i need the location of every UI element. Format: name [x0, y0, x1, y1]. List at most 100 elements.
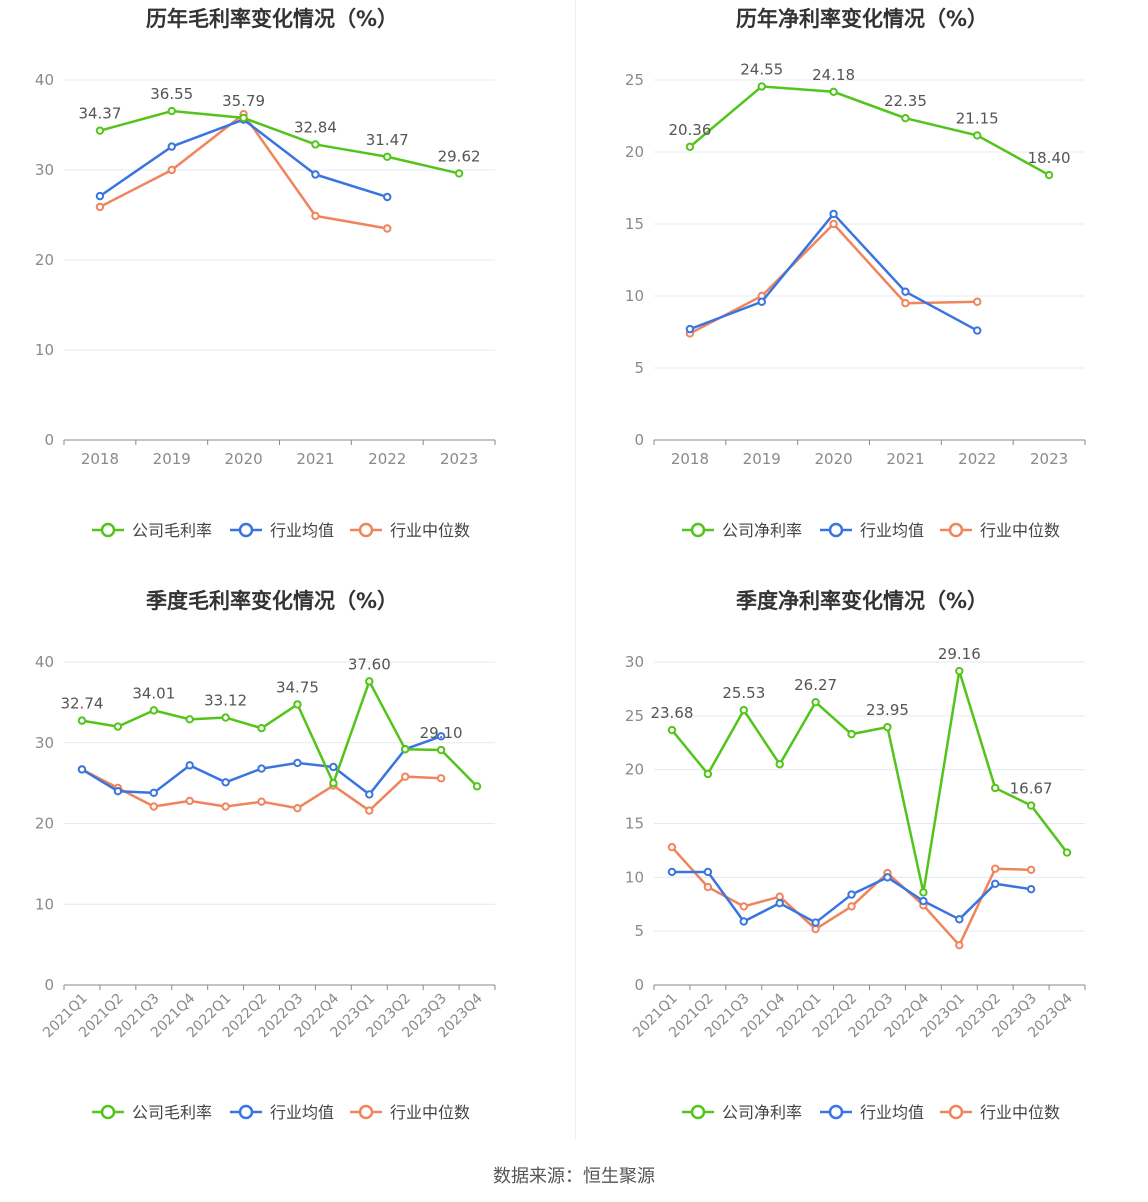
- data-point-company[interactable]: [293, 700, 302, 709]
- data-point-company[interactable]: [919, 888, 928, 897]
- data-point-avg[interactable]: [919, 896, 928, 906]
- data-point-avg[interactable]: [973, 326, 982, 335]
- data-point-median[interactable]: [221, 802, 230, 811]
- legend-item-company[interactable]: 公司净利率: [682, 1103, 802, 1122]
- data-point-company[interactable]: [739, 705, 748, 715]
- data-point-avg[interactable]: [113, 787, 123, 796]
- data-point-avg[interactable]: [257, 764, 266, 773]
- data-point-avg[interactable]: [829, 209, 838, 219]
- data-point-company[interactable]: [113, 722, 123, 731]
- data-point-company[interactable]: [401, 745, 410, 754]
- data-point-median[interactable]: [95, 202, 105, 212]
- data-point-avg[interactable]: [685, 324, 695, 334]
- data-point-median[interactable]: [365, 806, 374, 815]
- data-point-avg[interactable]: [329, 762, 338, 772]
- data-point-median[interactable]: [829, 219, 838, 229]
- data-point-company[interactable]: [436, 745, 446, 755]
- data-point-avg[interactable]: [991, 879, 1000, 888]
- data-point-avg[interactable]: [77, 765, 87, 774]
- data-point-avg[interactable]: [901, 287, 910, 296]
- data-point-company[interactable]: [167, 106, 176, 116]
- data-point-company[interactable]: [1044, 170, 1054, 180]
- data-point-avg[interactable]: [311, 170, 320, 179]
- legend-item-median[interactable]: 行业中位数: [350, 521, 470, 540]
- data-point-avg[interactable]: [221, 778, 230, 787]
- data-point-avg[interactable]: [95, 191, 105, 201]
- data-point-median[interactable]: [901, 299, 910, 308]
- data-point-avg[interactable]: [365, 790, 374, 799]
- data-point-avg[interactable]: [167, 142, 176, 151]
- data-point-company[interactable]: [185, 715, 194, 724]
- data-point-median[interactable]: [667, 842, 677, 852]
- data-point-avg[interactable]: [775, 898, 784, 908]
- data-point-company[interactable]: [257, 724, 266, 733]
- data-point-median[interactable]: [185, 796, 194, 806]
- data-point-median[interactable]: [436, 774, 446, 783]
- data-point-avg[interactable]: [436, 732, 446, 741]
- data-point-median[interactable]: [293, 803, 302, 813]
- data-point-company[interactable]: [973, 131, 982, 140]
- data-point-avg[interactable]: [1026, 884, 1036, 894]
- data-point-company[interactable]: [685, 142, 695, 152]
- data-point-company[interactable]: [829, 87, 838, 97]
- legend-item-median[interactable]: 行业中位数: [940, 1103, 1060, 1122]
- data-point-company[interactable]: [329, 778, 338, 788]
- legend-item-median[interactable]: 行业中位数: [350, 1103, 470, 1122]
- legend-item-company[interactable]: 公司净利率: [682, 521, 802, 540]
- data-point-median[interactable]: [167, 165, 176, 175]
- data-point-median[interactable]: [955, 940, 964, 950]
- data-point-median[interactable]: [257, 797, 266, 806]
- data-point-median[interactable]: [775, 892, 784, 901]
- data-point-avg[interactable]: [811, 918, 820, 927]
- data-point-median[interactable]: [991, 864, 1000, 873]
- legend-item-company[interactable]: 公司毛利率: [92, 521, 212, 540]
- data-point-avg[interactable]: [703, 867, 713, 877]
- data-point-avg[interactable]: [757, 297, 766, 306]
- data-point-company[interactable]: [77, 716, 87, 725]
- legend-item-avg[interactable]: 行业均值: [820, 521, 924, 540]
- data-point-company[interactable]: [239, 113, 248, 123]
- data-point-company[interactable]: [221, 713, 230, 722]
- data-point-median[interactable]: [383, 224, 392, 233]
- data-point-company[interactable]: [847, 729, 856, 739]
- data-point-avg[interactable]: [667, 867, 677, 877]
- data-point-company[interactable]: [775, 760, 784, 769]
- data-point-company[interactable]: [955, 666, 964, 676]
- legend-item-median[interactable]: 行业中位数: [940, 521, 1060, 540]
- data-point-company[interactable]: [757, 82, 766, 91]
- data-point-median[interactable]: [311, 211, 320, 221]
- data-point-avg[interactable]: [383, 192, 392, 202]
- data-point-company[interactable]: [1062, 848, 1072, 857]
- data-point-company[interactable]: [472, 782, 482, 791]
- data-point-company[interactable]: [365, 677, 374, 686]
- data-point-median[interactable]: [739, 902, 748, 911]
- data-point-avg[interactable]: [883, 873, 892, 882]
- data-point-median[interactable]: [703, 882, 713, 892]
- data-point-median[interactable]: [811, 924, 820, 934]
- legend-item-avg[interactable]: 行业均值: [230, 521, 334, 540]
- legend-item-avg[interactable]: 行业均值: [820, 1103, 924, 1122]
- data-point-company[interactable]: [703, 769, 713, 779]
- data-point-company[interactable]: [883, 722, 892, 732]
- data-point-company[interactable]: [311, 140, 320, 149]
- data-point-company[interactable]: [667, 725, 677, 735]
- data-point-company[interactable]: [991, 783, 1000, 793]
- data-point-company[interactable]: [1026, 801, 1036, 810]
- data-point-avg[interactable]: [149, 788, 158, 798]
- data-point-company[interactable]: [383, 152, 392, 161]
- legend-item-company[interactable]: 公司毛利率: [92, 1103, 212, 1122]
- data-point-avg[interactable]: [293, 758, 302, 768]
- data-point-avg[interactable]: [739, 917, 748, 926]
- data-point-avg[interactable]: [185, 761, 194, 770]
- data-point-avg[interactable]: [847, 890, 856, 899]
- data-point-company[interactable]: [95, 126, 105, 135]
- data-point-company[interactable]: [149, 706, 158, 715]
- data-point-median[interactable]: [149, 802, 158, 811]
- data-point-median[interactable]: [401, 772, 410, 781]
- data-point-median[interactable]: [847, 902, 856, 911]
- data-point-company[interactable]: [811, 697, 820, 707]
- data-point-median[interactable]: [1026, 865, 1036, 874]
- data-point-company[interactable]: [454, 169, 464, 178]
- data-point-median[interactable]: [973, 297, 982, 306]
- legend-item-avg[interactable]: 行业均值: [230, 1103, 334, 1122]
